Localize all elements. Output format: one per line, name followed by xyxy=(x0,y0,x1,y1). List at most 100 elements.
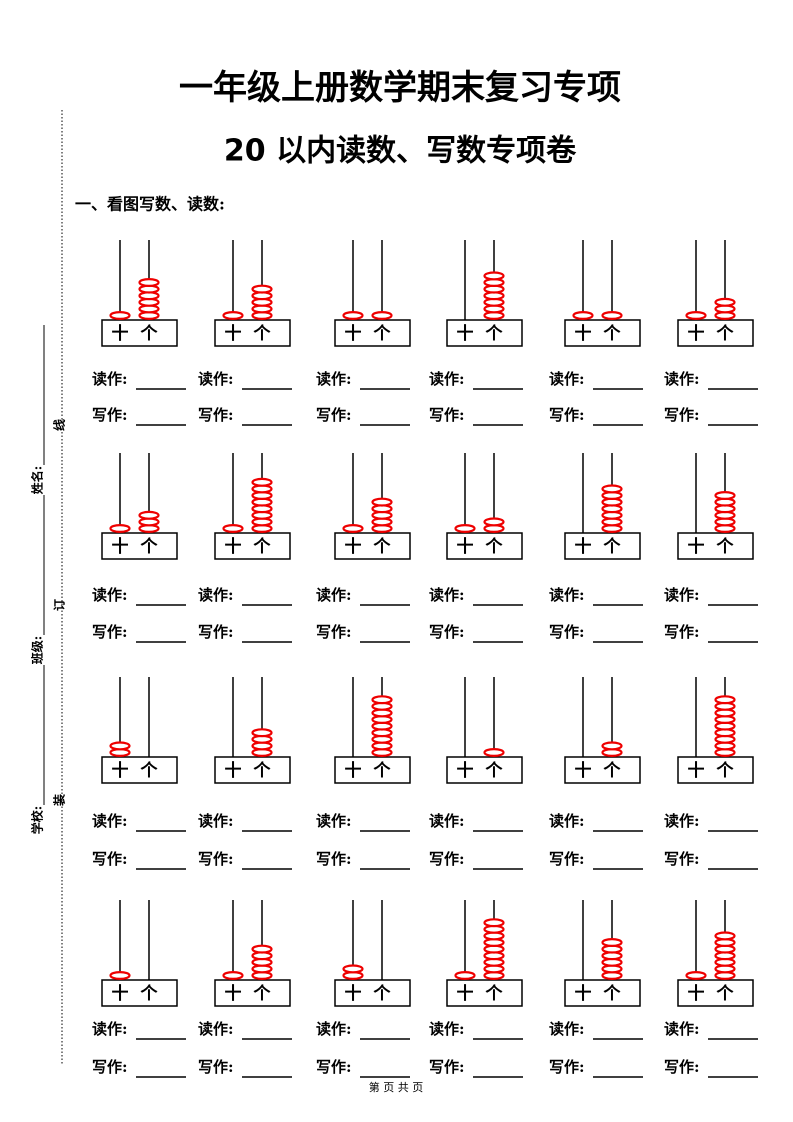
ones-beads xyxy=(251,944,273,980)
bead xyxy=(483,747,505,757)
bead xyxy=(109,741,131,751)
abacus-base xyxy=(446,532,523,560)
abacus-base xyxy=(101,979,178,1007)
write-label: 写作: xyxy=(664,406,700,424)
abacus-base xyxy=(677,979,754,1007)
ones-label: 个 xyxy=(140,983,159,1004)
school-label: 学校: xyxy=(30,806,45,834)
bead xyxy=(251,284,273,294)
read-label: 读作: xyxy=(549,812,585,830)
read-label: 读作: xyxy=(316,586,352,604)
bead xyxy=(251,477,273,487)
ones-beads xyxy=(714,297,736,321)
ones-label: 个 xyxy=(485,983,504,1004)
write-label: 写作: xyxy=(664,850,700,868)
ones-label: 个 xyxy=(253,536,272,557)
write-label: 写作: xyxy=(198,1058,234,1076)
read-label: 读作: xyxy=(198,586,234,604)
tens-beads xyxy=(685,970,707,980)
ones-beads xyxy=(601,937,623,980)
tens-label: 十 xyxy=(575,983,592,1004)
bead xyxy=(454,523,476,533)
abacus-base xyxy=(564,532,641,560)
bead xyxy=(371,311,393,321)
abacus-base xyxy=(677,319,754,347)
write-label: 写作: xyxy=(198,850,234,868)
read-label: 读作: xyxy=(316,812,352,830)
abacus-base xyxy=(101,319,178,347)
bead xyxy=(454,970,476,980)
read-label: 读作: xyxy=(92,370,128,388)
tens-label: 十 xyxy=(112,983,129,1004)
write-label: 写作: xyxy=(92,1058,128,1076)
tens-label: 十 xyxy=(345,983,362,1004)
abacus-base xyxy=(564,979,641,1007)
tens-label: 十 xyxy=(688,536,705,557)
subtitle: 20 以内读数、写数专项卷 xyxy=(224,134,577,169)
tens-beads xyxy=(109,311,131,321)
write-label: 写作: xyxy=(429,1058,465,1076)
bead xyxy=(222,970,244,980)
ones-beads xyxy=(601,484,623,533)
bead xyxy=(371,695,393,705)
bead xyxy=(685,311,707,321)
tens-beads xyxy=(222,970,244,980)
read-label: 读作: xyxy=(316,370,352,388)
abacus-base xyxy=(334,319,411,347)
bead xyxy=(109,523,131,533)
read-label: 读作: xyxy=(198,370,234,388)
write-label: 写作: xyxy=(549,1058,585,1076)
ones-label: 个 xyxy=(716,983,735,1004)
write-label: 写作: xyxy=(316,406,352,424)
ones-label: 个 xyxy=(603,323,622,344)
read-label: 读作: xyxy=(429,1020,465,1038)
read-label: 读作: xyxy=(92,586,128,604)
footer: 第 页 共 页 xyxy=(369,1080,424,1094)
tens-label: 十 xyxy=(225,536,242,557)
write-label: 写作: xyxy=(316,623,352,641)
read-label: 读作: xyxy=(429,370,465,388)
tens-label: 十 xyxy=(225,983,242,1004)
read-label: 读作: xyxy=(549,1020,585,1038)
read-label: 读作: xyxy=(549,586,585,604)
write-label: 写作: xyxy=(549,623,585,641)
tens-label: 十 xyxy=(688,983,705,1004)
ones-label: 个 xyxy=(603,760,622,781)
ones-beads xyxy=(371,497,393,533)
bead xyxy=(109,311,131,321)
bead xyxy=(601,311,623,321)
tens-beads xyxy=(342,523,364,533)
bead xyxy=(342,523,364,533)
cut-mark: 线 xyxy=(52,419,67,431)
bead xyxy=(714,491,736,501)
read-label: 读作: xyxy=(198,812,234,830)
bead xyxy=(714,931,736,941)
tens-label: 十 xyxy=(225,760,242,781)
write-label: 写作: xyxy=(198,406,234,424)
bead xyxy=(601,741,623,751)
read-label: 读作: xyxy=(429,812,465,830)
ones-beads xyxy=(601,311,623,321)
tens-label: 十 xyxy=(225,323,242,344)
tens-label: 十 xyxy=(112,760,129,781)
write-label: 写作: xyxy=(316,1058,352,1076)
tens-label: 十 xyxy=(688,760,705,781)
ones-beads xyxy=(483,747,505,757)
ones-label: 个 xyxy=(716,323,735,344)
ones-label: 个 xyxy=(373,323,392,344)
abacus-base xyxy=(446,979,523,1007)
bead xyxy=(483,517,505,527)
bead xyxy=(251,728,273,738)
ones-beads xyxy=(371,695,393,757)
tens-label: 十 xyxy=(345,760,362,781)
write-label: 写作: xyxy=(92,406,128,424)
ones-beads xyxy=(601,741,623,757)
bead xyxy=(251,944,273,954)
read-label: 读作: xyxy=(316,1020,352,1038)
ones-beads xyxy=(138,510,160,533)
ones-label: 个 xyxy=(140,760,159,781)
bead xyxy=(601,937,623,947)
abacus-base xyxy=(214,979,291,1007)
